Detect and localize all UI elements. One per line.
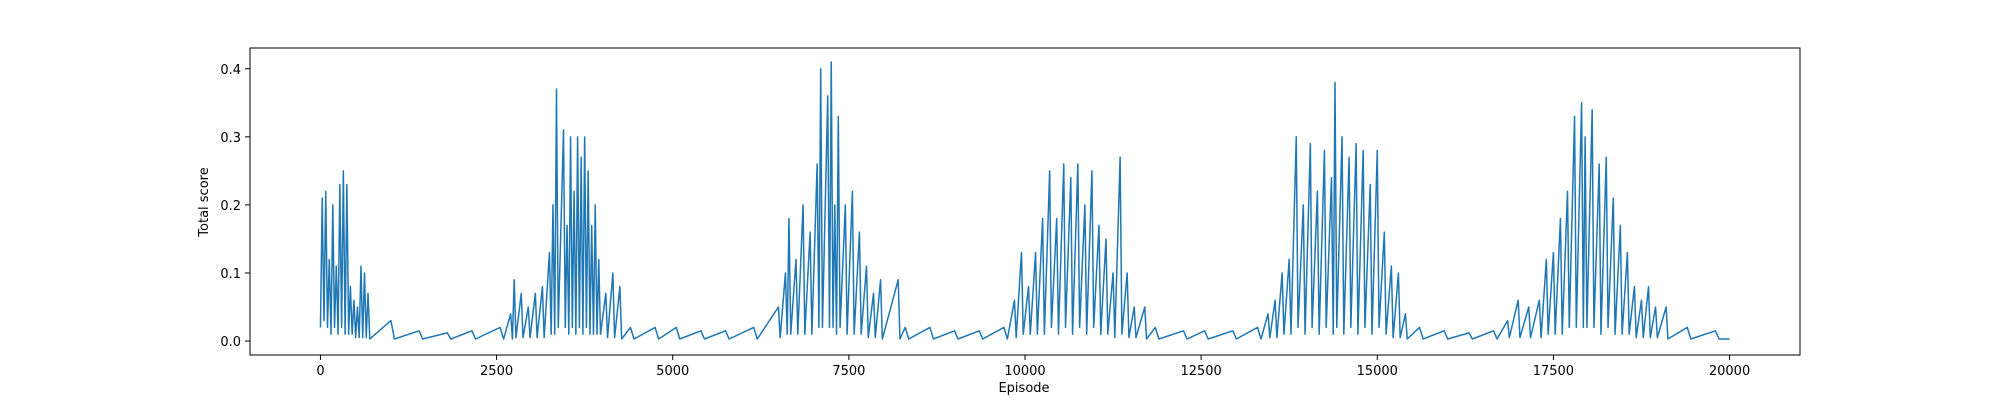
x-tick-label: 2500 [480, 364, 513, 379]
y-tick-label: 0.3 [220, 131, 241, 146]
x-tick-label: 12500 [1180, 364, 1221, 379]
y-tick-label: 0.0 [220, 335, 241, 350]
y-tick-label: 0.2 [220, 199, 241, 214]
x-tick-label: 10000 [1004, 364, 1045, 379]
plot-frame [249, 47, 1801, 356]
x-tick-label: 15000 [1357, 364, 1398, 379]
data-line [319, 61, 1730, 340]
x-tick-label: 17500 [1533, 364, 1574, 379]
x-tick-label: 7500 [832, 364, 865, 379]
x-axis-label: Episode [998, 381, 1049, 396]
x-tick-label: 5000 [656, 364, 689, 379]
y-tick-label: 0.4 [220, 63, 241, 78]
y-tick-label: 0.1 [220, 267, 241, 282]
y-axis-label: Total score [197, 167, 212, 237]
x-tick-label: 20000 [1709, 364, 1750, 379]
x-tick-label: 0 [316, 364, 324, 379]
